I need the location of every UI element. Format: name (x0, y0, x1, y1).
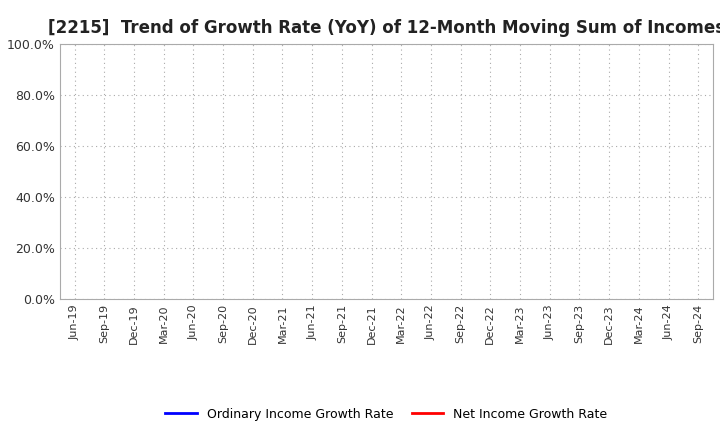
Legend: Ordinary Income Growth Rate, Net Income Growth Rate: Ordinary Income Growth Rate, Net Income … (161, 403, 612, 425)
Title: [2215]  Trend of Growth Rate (YoY) of 12-Month Moving Sum of Incomes: [2215] Trend of Growth Rate (YoY) of 12-… (48, 19, 720, 37)
